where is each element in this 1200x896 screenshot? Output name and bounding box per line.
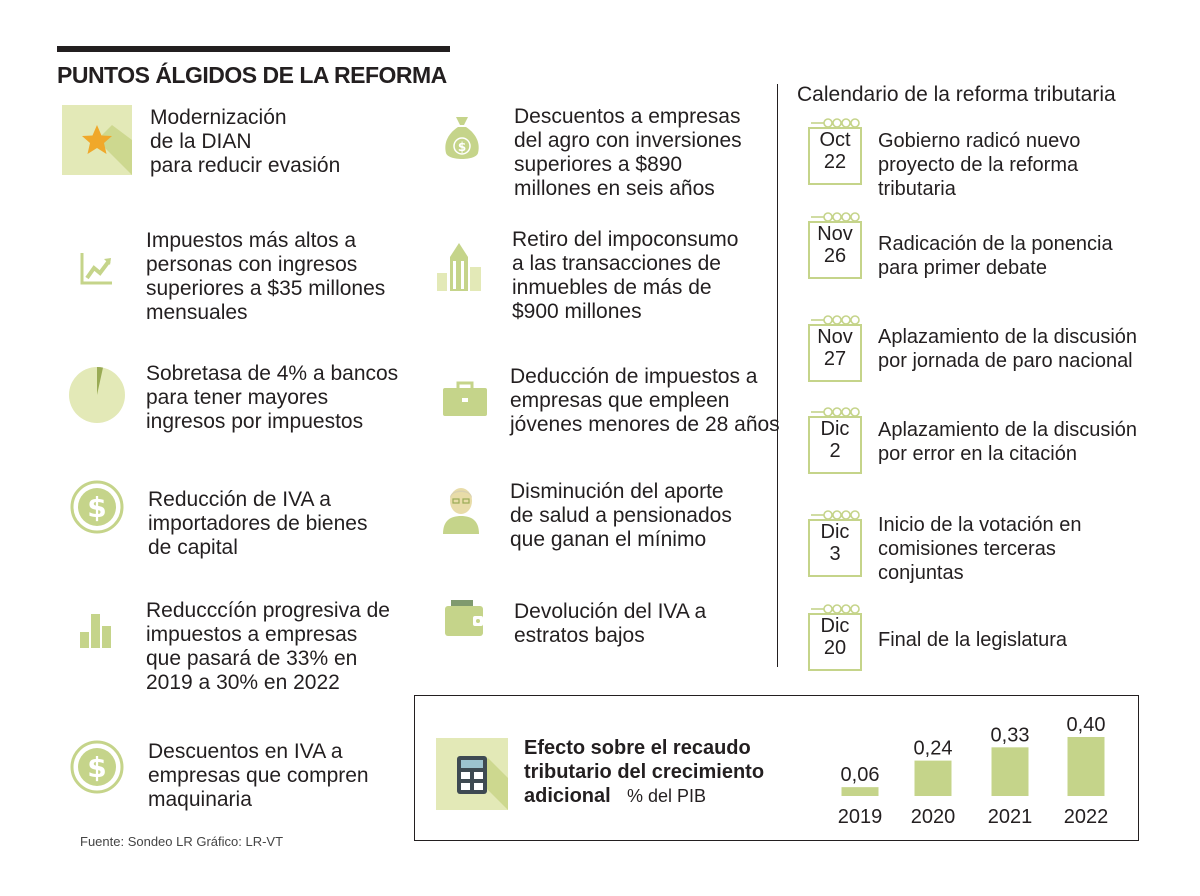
dollar-coin-icon: $ xyxy=(70,480,124,539)
bar-2019 xyxy=(841,787,879,796)
wallet-icon xyxy=(445,600,485,641)
source-note: Fuente: Sondeo LR Gráfico: LR-VT xyxy=(80,834,284,849)
calendar-month: Dic xyxy=(820,615,850,637)
calendar-icon: Nov 27 xyxy=(808,314,866,384)
point-text: Impuestos más altos a personas con ingre… xyxy=(146,229,386,324)
category-label-2020: 2020 xyxy=(911,806,956,828)
calendar-day: 20 xyxy=(823,637,847,659)
value-label-2019: 0,06 xyxy=(841,764,880,786)
bar-2021 xyxy=(991,747,1029,796)
calendar-event-text: Inicio de la votación en comisiones terc… xyxy=(878,514,1082,584)
calendar-day: 27 xyxy=(823,348,847,370)
calendar-icon: Dic 3 xyxy=(808,509,866,579)
calculator-icon xyxy=(436,738,508,810)
point-text: Reducccíón progresiva de impuestos a emp… xyxy=(146,599,390,694)
pie-icon xyxy=(68,366,126,429)
calendar-day: 2 xyxy=(829,440,841,462)
value-label-2021: 0,33 xyxy=(991,724,1030,746)
page-title: PUNTOS ÁLGIDOS DE LA REFORMA xyxy=(57,62,447,88)
point-text: Devolución del IVA a estratos bajos xyxy=(514,600,707,647)
calendar-month: Dic xyxy=(820,418,850,440)
chart-unit: % del PIB xyxy=(627,786,707,806)
calendar-event-text: Aplazamiento de la discusión por error e… xyxy=(878,419,1138,465)
point-text: Reducción de IVA a importadores de biene… xyxy=(148,488,368,559)
point-text: Descuentos a empresas del agro con inver… xyxy=(514,105,742,200)
point-text: Descuentos en IVA a empresas que compren… xyxy=(148,740,369,811)
chart-box xyxy=(414,695,1139,841)
category-label-2021: 2021 xyxy=(988,806,1033,828)
bar-2020 xyxy=(914,760,952,796)
calendar-event-text: Aplazamiento de la discusión por jornada… xyxy=(878,326,1138,372)
calendar-day: 3 xyxy=(829,543,841,565)
calendar-month: Nov xyxy=(817,326,853,348)
svg-text:$: $ xyxy=(87,751,106,784)
category-label-2022: 2022 xyxy=(1064,806,1109,828)
calendar-month: Oct xyxy=(819,129,851,151)
briefcase-icon xyxy=(443,380,487,421)
bar-chart: 0,06 2019 0,24 2020 0,33 2021 0,40 2022 xyxy=(838,714,1109,828)
elderly-person-icon xyxy=(441,486,481,539)
star-icon xyxy=(62,105,132,175)
calendar-event-text: Gobierno radicó nuevo proyecto de la ref… xyxy=(878,130,1081,200)
calendar-title: Calendario de la reforma tributaria xyxy=(797,83,1116,106)
value-label-2020: 0,24 xyxy=(914,738,953,760)
calendar-event-text: Radicación de la ponencia para primer de… xyxy=(878,233,1113,279)
growth-chart-icon xyxy=(80,251,114,290)
calendar-event-text: Final de la legislatura xyxy=(878,629,1067,651)
point-text: Retiro del impoconsumo a las transaccion… xyxy=(512,228,739,323)
value-label-2022: 0,40 xyxy=(1067,714,1106,736)
bars-icon xyxy=(80,612,114,653)
chart-title: Efecto sobre el recaudo tributario del c… xyxy=(524,737,765,807)
calendar-icon: Dic 2 xyxy=(808,406,866,476)
calendar-day: 22 xyxy=(823,151,847,173)
point-text: Deducción de impuestos a empresas que em… xyxy=(510,365,780,436)
point-text: Sobretasa de 4% a bancos para tener mayo… xyxy=(146,362,399,433)
dollar-coin-icon: $ xyxy=(70,740,124,799)
calendar-divider xyxy=(777,84,778,667)
svg-text:$: $ xyxy=(87,491,106,524)
calendar-icon: Dic 20 xyxy=(808,603,866,673)
top-rule xyxy=(57,46,450,52)
category-label-2019: 2019 xyxy=(838,806,883,828)
calendar-month: Nov xyxy=(817,223,853,245)
point-text: Modernización de la DIAN para reducir ev… xyxy=(150,106,341,177)
money-bag-icon: $ xyxy=(444,115,480,168)
building-icon xyxy=(437,243,481,296)
calendar-icon: Nov 26 xyxy=(808,211,866,281)
point-text: Disminución del aporte de salud a pensio… xyxy=(510,480,732,551)
calendar-day: 26 xyxy=(823,245,847,267)
svg-text:$: $ xyxy=(458,140,466,154)
bar-2022 xyxy=(1067,737,1105,796)
calendar-month: Dic xyxy=(820,521,850,543)
calendar-icon: Oct 22 xyxy=(808,117,866,187)
